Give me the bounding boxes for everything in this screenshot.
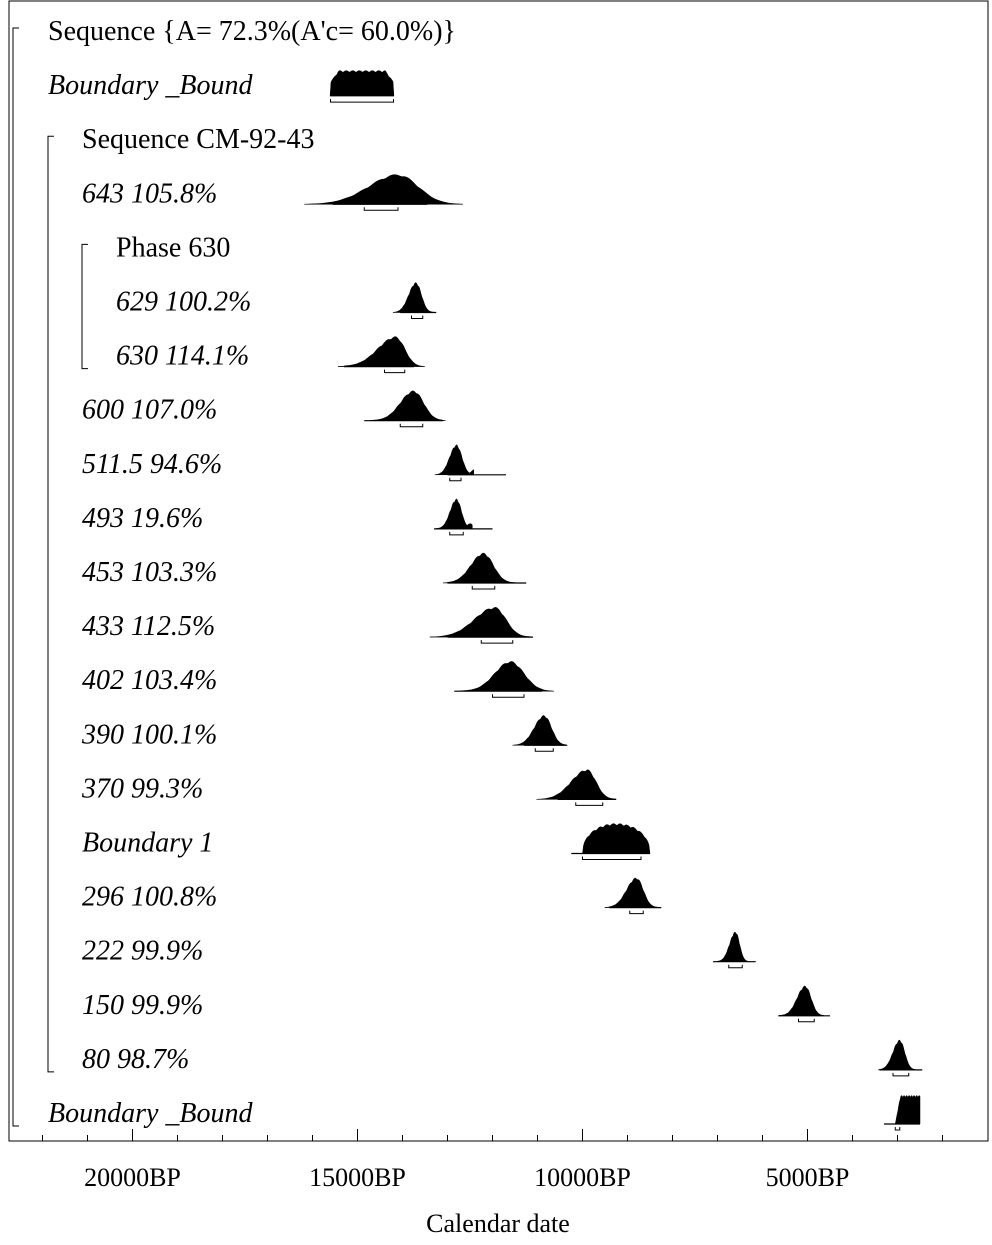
- range-bracket: [411, 315, 424, 319]
- distribution-5: [392, 282, 437, 319]
- plot-frame: [8, 0, 989, 1142]
- distribution-14: [536, 769, 617, 806]
- range-bracket: [449, 531, 464, 536]
- tick-label: 10000BP: [534, 1163, 631, 1192]
- row-label: 390 100.1%: [81, 719, 217, 750]
- range-bracket: [894, 1127, 901, 1131]
- range-bracket: [363, 207, 399, 211]
- posterior-fill: [429, 607, 532, 638]
- distribution-6: [337, 336, 425, 374]
- distribution-1: [329, 70, 395, 103]
- range-bracket: [399, 423, 424, 428]
- range-bracket: [330, 99, 394, 103]
- posterior-fill: [512, 715, 568, 746]
- row-label: 511.5 94.6%: [82, 449, 222, 480]
- posterior-fill: [459, 661, 554, 692]
- range-bracket: [892, 1072, 910, 1077]
- posterior-fill: [304, 174, 464, 205]
- row-label: 630 114.1%: [116, 341, 249, 372]
- range-bracket: [480, 640, 514, 644]
- tick-label: 15000BP: [309, 1163, 406, 1192]
- posterior-fill: [434, 444, 475, 476]
- range-bracket: [449, 477, 462, 482]
- row-label: 370 99.3%: [81, 773, 203, 804]
- distribution-7: [364, 390, 446, 428]
- distribution-12: [454, 661, 554, 698]
- bracket-sequence-outer: [12, 27, 19, 1127]
- posterior-fill: [895, 1095, 921, 1125]
- row-label: 150 99.9%: [82, 990, 203, 1021]
- posterior-fill: [877, 1039, 916, 1071]
- tick-label: 20000BP: [84, 1163, 181, 1192]
- row-label: Boundary 1: [82, 828, 213, 859]
- row-label: 629 100.2%: [116, 287, 251, 318]
- distribution-18: [778, 985, 830, 1023]
- distribution-13: [512, 715, 568, 752]
- row-label: Sequence {A= 72.3%(A'c= 60.0%)}: [48, 16, 456, 47]
- tick-label: 5000BP: [766, 1163, 850, 1192]
- row-label: 222 99.9%: [82, 936, 203, 967]
- posterior-fill: [329, 70, 395, 97]
- posterior-fill: [716, 931, 749, 962]
- row-label: 643 105.8%: [82, 178, 217, 209]
- distribution-11: [429, 607, 533, 644]
- range-bracket: [471, 586, 496, 590]
- posterior-fill: [370, 390, 446, 421]
- row-label: 296 100.8%: [82, 882, 217, 913]
- range-bracket: [575, 802, 604, 806]
- distribution-16: [604, 877, 662, 915]
- range-bracket: [534, 748, 554, 752]
- row-label: 80 98.7%: [82, 1044, 189, 1075]
- posterior-fill: [582, 823, 651, 854]
- distribution-3: [304, 174, 464, 211]
- row-label: 402 103.4%: [82, 665, 217, 696]
- group-brackets: [12, 27, 88, 1127]
- row-label: Boundary _Bound: [48, 1098, 254, 1129]
- row-label: 433 112.5%: [82, 611, 215, 642]
- row-label: Boundary _Bound: [48, 70, 254, 101]
- distribution-15: [571, 823, 651, 860]
- bracket-phase-630: [81, 243, 88, 370]
- row-label: Sequence CM-92-43: [82, 124, 315, 155]
- posterior-fill: [536, 769, 617, 800]
- row-label: 600 107.0%: [82, 395, 217, 426]
- distribution-17: [713, 931, 756, 969]
- distribution-20: [884, 1095, 921, 1131]
- posterior-fill: [442, 552, 516, 584]
- x-axis: 20000BP 15000BP 10000BP 5000BP: [42, 1129, 943, 1192]
- row-label: 493 19.6%: [82, 503, 203, 534]
- posterior-fill: [436, 498, 473, 530]
- bracket-sequence-cm-92-43: [47, 135, 54, 1073]
- rows: Sequence {A= 72.3%(A'c= 60.0%)} Boundary …: [48, 16, 923, 1131]
- row-label: Phase 630: [116, 232, 230, 263]
- distribution-10: [442, 552, 527, 590]
- range-bracket: [728, 964, 743, 969]
- range-bracket: [798, 1018, 815, 1023]
- posterior-fill: [604, 877, 659, 908]
- row-label: 453 103.3%: [82, 557, 217, 588]
- range-bracket: [582, 856, 642, 860]
- posterior-fill: [337, 336, 425, 367]
- posterior-fill: [392, 282, 434, 313]
- distribution-9: [434, 498, 493, 536]
- posterior-fill: [779, 985, 825, 1017]
- x-axis-title: Calendar date: [426, 1209, 570, 1238]
- distribution-8: [434, 444, 506, 482]
- range-bracket: [492, 694, 525, 698]
- distribution-19: [877, 1039, 923, 1077]
- range-bracket: [384, 369, 406, 374]
- range-bracket: [629, 910, 644, 915]
